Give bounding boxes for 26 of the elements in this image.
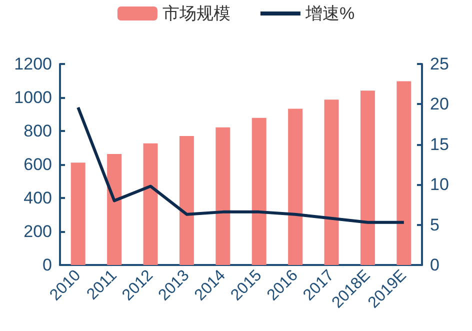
y2-tick-label: 15 [430,134,449,154]
bar [324,100,339,265]
y2-tick-label: 5 [430,215,440,234]
y2-tick-label: 0 [430,256,440,274]
bar [360,90,375,265]
y-tick-label: 800 [24,122,52,140]
bar [107,154,122,265]
y2-tick-label: 20 [430,94,449,114]
y-tick-label: 600 [24,155,52,174]
line-series [76,106,406,224]
y-tick-label: 1200 [14,54,52,74]
y2-tick-label: 25 [430,54,449,74]
bar [288,108,303,265]
y-tick-label: 0 [42,256,52,274]
bar [216,127,230,265]
y2-tick-label: 10 [430,175,449,194]
bar [396,81,412,265]
bar [252,118,266,265]
y-tick-label: 400 [24,188,52,208]
y-tick-label: 200 [24,222,52,241]
legend-label: 市场规模 [162,4,230,23]
bar [70,162,86,265]
legend-label: 增速% [304,4,355,23]
bar [143,143,158,265]
y-tick-label: 1000 [14,88,52,107]
bar [179,136,194,265]
